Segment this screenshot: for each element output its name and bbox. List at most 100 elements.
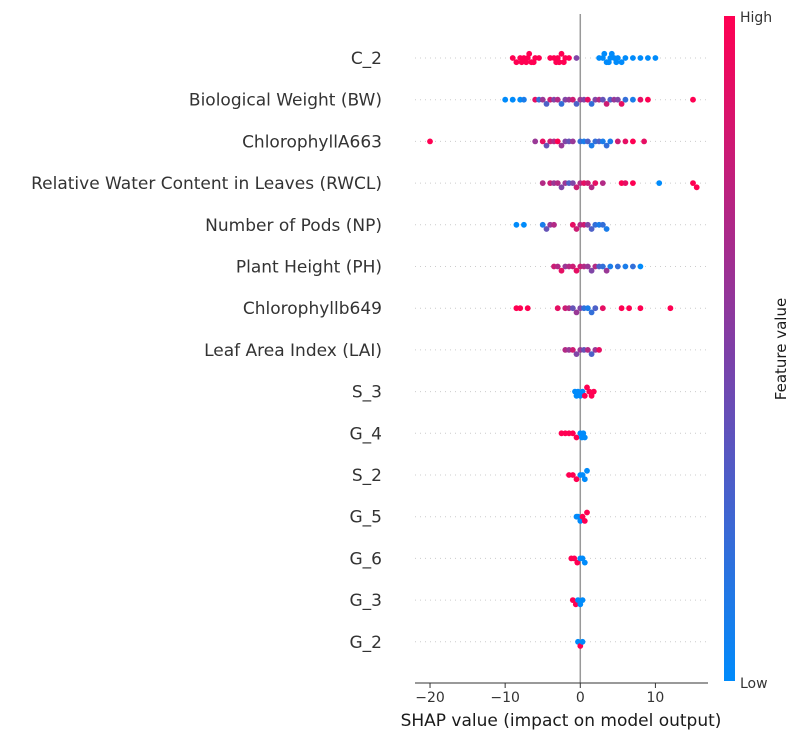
shap-point xyxy=(626,305,632,312)
shap-point xyxy=(558,50,565,57)
shap-point xyxy=(618,59,625,66)
shap-point xyxy=(513,59,520,66)
colorbar-low-label: Low xyxy=(740,676,768,692)
shap-point xyxy=(539,96,546,103)
feature-label: C_2 xyxy=(351,49,382,69)
x-tick-label: 10 xyxy=(646,690,664,706)
shap-point xyxy=(521,96,527,103)
shap-point xyxy=(573,351,580,357)
shap-point xyxy=(569,597,576,603)
shap-point xyxy=(569,263,576,270)
x-tick-label: −20 xyxy=(415,690,445,706)
shap-point xyxy=(618,305,625,312)
shap-point xyxy=(603,142,610,149)
shap-point xyxy=(599,221,606,228)
shap-point xyxy=(588,101,595,107)
feature-label: G_5 xyxy=(350,508,383,528)
feature-label: G_6 xyxy=(350,549,383,569)
shap-point xyxy=(613,59,620,66)
shap-point xyxy=(536,55,542,61)
shap-point xyxy=(690,96,696,103)
feature-label: ChlorophyllA663 xyxy=(242,132,382,152)
x-tick-label: 0 xyxy=(576,690,585,706)
feature-label: Relative Water Content in Leaves (RWCL) xyxy=(31,174,382,194)
shap-point xyxy=(573,55,580,61)
feature-label: Leaf Area Index (LAI) xyxy=(204,341,382,361)
shap-point xyxy=(569,96,576,103)
shap-point xyxy=(560,59,567,66)
shap-point xyxy=(523,59,530,66)
shap-point xyxy=(605,59,612,66)
shap-point xyxy=(584,509,590,516)
shap-point xyxy=(532,138,539,145)
shap-point xyxy=(603,226,610,232)
shap-point xyxy=(524,305,531,312)
shap-point xyxy=(637,305,644,312)
shap-point xyxy=(622,263,629,270)
shap-point xyxy=(579,597,586,603)
shap-point xyxy=(502,96,509,103)
shap-point xyxy=(551,221,557,228)
shap-point xyxy=(590,388,597,395)
shap-point xyxy=(630,138,636,145)
shap-point xyxy=(603,101,610,107)
shap-point xyxy=(652,55,659,61)
shap-point xyxy=(509,55,516,61)
shap-point xyxy=(579,638,586,645)
shap-point xyxy=(521,221,527,228)
shap-point xyxy=(573,226,580,232)
shap-point xyxy=(584,467,590,474)
shap-point xyxy=(599,180,606,187)
shap-point xyxy=(618,101,625,107)
shap-point xyxy=(588,142,595,149)
shap-point xyxy=(569,430,576,437)
shap-point xyxy=(607,138,614,145)
shap-point xyxy=(592,180,599,187)
feature-label: S_2 xyxy=(352,466,382,486)
shap-point xyxy=(622,96,629,103)
shap-points xyxy=(427,50,700,649)
shap-point xyxy=(584,138,591,145)
shap-point xyxy=(584,305,591,312)
shap-point xyxy=(581,476,588,483)
shap-point xyxy=(581,559,588,566)
shap-point xyxy=(427,138,433,145)
shap-point xyxy=(599,263,606,270)
shap-point xyxy=(601,50,608,57)
shap-point xyxy=(630,55,636,61)
shap-point xyxy=(599,96,606,103)
shap-point xyxy=(584,347,591,353)
shap-point xyxy=(569,305,576,312)
shap-point xyxy=(630,180,636,187)
shap-point xyxy=(584,96,591,103)
shap-point xyxy=(513,221,520,228)
shap-point xyxy=(571,555,578,562)
shap-point xyxy=(599,138,606,145)
shap-point xyxy=(588,184,595,191)
shap-point xyxy=(614,263,621,270)
shap-point xyxy=(667,305,674,312)
colorbar-high-label: High xyxy=(740,10,772,26)
shap-point xyxy=(622,55,629,61)
x-tick-label: −10 xyxy=(490,690,520,706)
shap-point xyxy=(603,267,610,274)
shap-point xyxy=(588,226,595,232)
shap-point xyxy=(645,55,651,61)
shap-point xyxy=(543,226,550,232)
shap-point xyxy=(622,180,629,187)
shap-point xyxy=(547,55,554,61)
shap-point xyxy=(566,55,572,61)
shap-point xyxy=(573,309,580,316)
feature-label: Number of Pods (NP) xyxy=(205,216,382,236)
shap-point xyxy=(554,138,561,145)
shap-point xyxy=(607,263,614,270)
colorbar xyxy=(724,16,735,681)
shap-point xyxy=(509,96,516,103)
shap-point xyxy=(543,142,550,149)
shap-point xyxy=(569,180,576,187)
shap-point xyxy=(573,434,580,441)
shap-point xyxy=(637,55,644,61)
shap-point xyxy=(592,305,599,312)
shap-point xyxy=(588,309,595,316)
